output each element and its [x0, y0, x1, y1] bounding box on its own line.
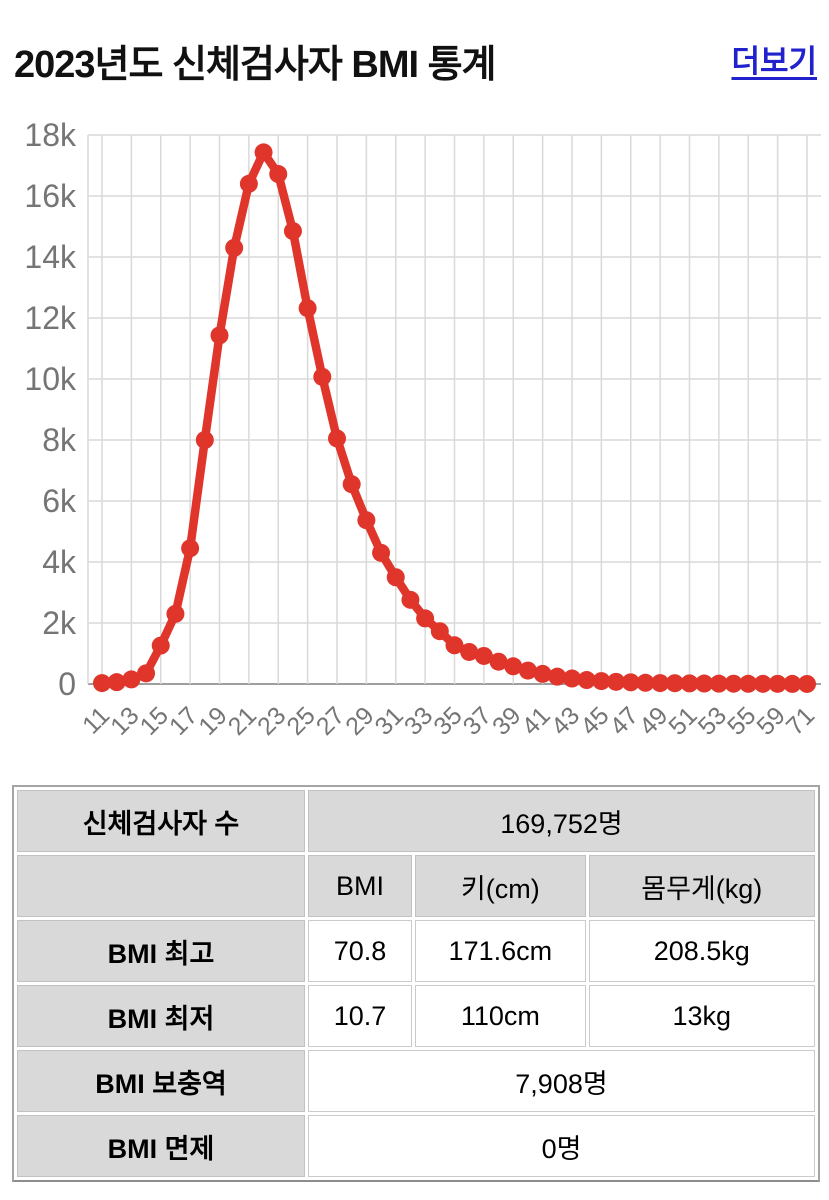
bmi-min-height: 110cm: [415, 985, 586, 1047]
bmi-exempt-label: BMI 면제: [17, 1115, 305, 1177]
data-point-bmi-18[interactable]: [195, 431, 214, 449]
data-point-bmi-23[interactable]: [269, 165, 288, 184]
table-row-examinee-count: 신체검사자 수 169,752명: [17, 790, 815, 852]
y-axis-labels: 0 2k 4k 6k 8k 10k 12k 14k 16k 18k: [24, 117, 77, 702]
data-point-bmi-30[interactable]: [372, 543, 391, 562]
x-axis-labels: 1113151719212325272931333537394143454749…: [77, 701, 820, 740]
svg-text:16k: 16k: [24, 178, 77, 214]
data-point-bmi-46[interactable]: [607, 672, 626, 691]
data-point-bmi-11[interactable]: [93, 674, 111, 693]
data-point-bmi-26[interactable]: [313, 367, 332, 386]
data-point-bmi-31[interactable]: [386, 568, 405, 587]
data-point-bmi-50[interactable]: [665, 674, 684, 693]
table-row-bmi-exempt: BMI 면제 0명: [17, 1115, 815, 1177]
data-point-bmi-61[interactable]: [783, 674, 802, 693]
data-point-bmi-17[interactable]: [181, 539, 200, 558]
bmi-chart-container: 0 2k 4k 6k 8k 10k 12k 14k 16k 18k 11 13 15 17 19 21 23 25…: [0, 99, 829, 759]
bmi-min-value: 10.7: [307, 985, 413, 1047]
data-point-bmi-51[interactable]: [680, 674, 699, 693]
data-point-bmi-16[interactable]: [166, 604, 185, 623]
data-point-bmi-55[interactable]: [739, 674, 758, 693]
svg-text:14k: 14k: [24, 239, 77, 275]
col-header-weight: 몸무게(kg): [588, 855, 815, 917]
table-row-bmi-min: BMI 최저 10.7 110cm 13kg: [17, 985, 815, 1047]
data-point-bmi-42[interactable]: [548, 667, 567, 686]
data-point-bmi-59[interactable]: [768, 674, 787, 693]
svg-text:71: 71: [781, 701, 820, 740]
bmi-max-label: BMI 최고: [17, 920, 305, 982]
data-point-bmi-45[interactable]: [592, 672, 611, 691]
col-header-height: 키(cm): [415, 855, 586, 917]
data-point-bmi-71[interactable]: [798, 674, 816, 693]
corner-empty-cell: [17, 855, 305, 917]
examinee-count-label: 신체검사자 수: [17, 790, 305, 852]
data-point-bmi-29[interactable]: [357, 511, 376, 530]
data-point-bmi-37[interactable]: [474, 646, 493, 665]
data-point-bmi-13[interactable]: [122, 670, 141, 689]
data-point-bmi-28[interactable]: [342, 475, 361, 494]
page-title: 2023년도 신체검사자 BMI 통계: [14, 44, 497, 86]
data-point-bmi-40[interactable]: [518, 661, 537, 680]
data-point-bmi-41[interactable]: [533, 664, 552, 683]
svg-text:12k: 12k: [24, 300, 77, 336]
data-point-bmi-43[interactable]: [563, 669, 581, 688]
data-point-bmi-24[interactable]: [283, 222, 302, 241]
bmi-series: [93, 143, 816, 693]
data-point-bmi-53[interactable]: [709, 674, 728, 693]
table-row-bmi-supplement: BMI 보충역 7,908명: [17, 1050, 815, 1112]
bmi-supplement-value: 7,908명: [307, 1050, 815, 1112]
data-point-bmi-27[interactable]: [328, 429, 346, 448]
data-point-bmi-34[interactable]: [430, 622, 449, 641]
data-point-bmi-19[interactable]: [210, 326, 229, 345]
data-point-bmi-54[interactable]: [724, 674, 743, 693]
data-point-bmi-36[interactable]: [460, 642, 479, 661]
data-point-bmi-12[interactable]: [107, 673, 126, 692]
bmi-max-weight: 208.5kg: [588, 920, 815, 982]
data-point-bmi-48[interactable]: [636, 673, 655, 692]
svg-text:0: 0: [58, 666, 76, 702]
data-point-bmi-25[interactable]: [298, 299, 317, 318]
x-gridlines: [87, 135, 808, 684]
data-point-bmi-47[interactable]: [621, 673, 640, 692]
more-link[interactable]: 더보기: [731, 44, 817, 79]
data-point-bmi-20[interactable]: [225, 238, 244, 257]
svg-text:10k: 10k: [24, 361, 77, 397]
col-header-bmi: BMI: [307, 855, 413, 917]
data-point-bmi-14[interactable]: [137, 664, 156, 683]
bmi-min-weight: 13kg: [588, 985, 815, 1047]
bmi-max-height: 171.6cm: [415, 920, 586, 982]
data-point-bmi-49[interactable]: [651, 674, 670, 693]
svg-text:4k: 4k: [42, 544, 77, 580]
bmi-max-value: 70.8: [307, 920, 413, 982]
bmi-exempt-value: 0명: [307, 1115, 815, 1177]
data-point-bmi-21[interactable]: [239, 174, 258, 193]
table-row-column-headers: BMI 키(cm) 몸무게(kg): [17, 855, 815, 917]
bmi-min-label: BMI 최저: [17, 985, 305, 1047]
data-point-bmi-15[interactable]: [151, 636, 170, 655]
data-point-bmi-33[interactable]: [416, 609, 435, 628]
examinee-count-value: 169,752명: [307, 790, 815, 852]
svg-text:8k: 8k: [42, 422, 77, 458]
data-point-bmi-38[interactable]: [489, 652, 508, 671]
data-point-bmi-52[interactable]: [695, 674, 714, 693]
data-point-bmi-22[interactable]: [254, 143, 273, 162]
bmi-supplement-label: BMI 보충역: [17, 1050, 305, 1112]
data-point-bmi-35[interactable]: [445, 636, 464, 655]
data-point-bmi-39[interactable]: [504, 657, 523, 676]
bmi-distribution-chart: 0 2k 4k 6k 8k 10k 12k 14k 16k 18k 1113151719212325…: [24, 117, 821, 741]
data-point-bmi-32[interactable]: [401, 590, 420, 609]
svg-text:6k: 6k: [42, 483, 77, 519]
svg-text:18k: 18k: [24, 117, 77, 153]
table-row-bmi-max: BMI 최고 70.8 171.6cm 208.5kg: [17, 920, 815, 982]
data-point-bmi-44[interactable]: [577, 671, 596, 690]
data-point-bmi-57[interactable]: [753, 674, 772, 693]
svg-text:2k: 2k: [42, 605, 77, 641]
page-header: 2023년도 신체검사자 BMI 통계 더보기: [0, 0, 829, 86]
bmi-stats-table: 신체검사자 수 169,752명 BMI 키(cm) 몸무게(kg) BMI 최…: [12, 785, 820, 1182]
